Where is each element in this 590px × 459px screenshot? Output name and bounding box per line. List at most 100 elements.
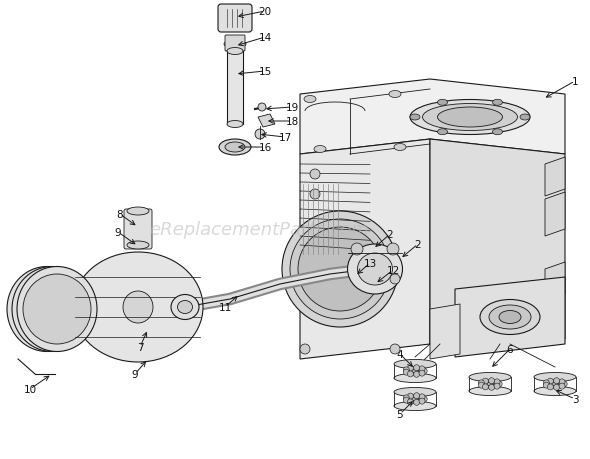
Text: 16: 16 — [258, 143, 271, 153]
Polygon shape — [430, 140, 565, 344]
Text: 12: 12 — [386, 265, 399, 275]
Ellipse shape — [412, 369, 418, 373]
Circle shape — [290, 219, 390, 319]
Ellipse shape — [499, 311, 521, 324]
Text: 5: 5 — [396, 409, 404, 419]
Ellipse shape — [493, 129, 503, 135]
Text: 6: 6 — [507, 344, 513, 354]
Ellipse shape — [17, 267, 97, 352]
Circle shape — [478, 380, 484, 386]
Circle shape — [548, 378, 553, 384]
Circle shape — [414, 399, 419, 405]
Circle shape — [494, 383, 500, 389]
Text: 4: 4 — [396, 349, 404, 359]
Text: 20: 20 — [258, 7, 271, 17]
FancyBboxPatch shape — [225, 36, 245, 52]
Text: 1: 1 — [572, 77, 578, 87]
Circle shape — [408, 365, 414, 371]
Circle shape — [483, 384, 489, 390]
Circle shape — [421, 396, 427, 402]
Ellipse shape — [358, 253, 392, 285]
Ellipse shape — [493, 100, 503, 106]
Ellipse shape — [394, 387, 436, 397]
Circle shape — [543, 380, 549, 386]
Circle shape — [421, 368, 427, 374]
Text: 11: 11 — [218, 302, 232, 312]
Circle shape — [390, 344, 400, 354]
Ellipse shape — [227, 121, 243, 128]
Circle shape — [419, 394, 425, 400]
Circle shape — [255, 130, 265, 140]
Text: 9: 9 — [132, 369, 138, 379]
Text: 13: 13 — [363, 258, 376, 269]
Ellipse shape — [487, 382, 493, 386]
Ellipse shape — [73, 252, 203, 362]
Circle shape — [310, 170, 320, 179]
Ellipse shape — [412, 397, 418, 401]
Ellipse shape — [408, 395, 422, 403]
Text: eReplacementParts.com: eReplacementParts.com — [150, 220, 369, 239]
Circle shape — [408, 371, 414, 377]
Circle shape — [404, 395, 409, 401]
Circle shape — [553, 385, 559, 391]
Ellipse shape — [534, 386, 576, 396]
Circle shape — [496, 381, 502, 387]
Text: 15: 15 — [258, 67, 271, 77]
Ellipse shape — [552, 382, 559, 386]
Circle shape — [478, 382, 484, 388]
Ellipse shape — [12, 267, 92, 352]
Polygon shape — [300, 80, 565, 155]
Polygon shape — [545, 157, 565, 196]
Ellipse shape — [314, 146, 326, 153]
Circle shape — [351, 243, 363, 256]
Polygon shape — [300, 140, 430, 359]
Circle shape — [404, 369, 409, 375]
Circle shape — [483, 378, 489, 384]
Text: 19: 19 — [286, 103, 299, 113]
Ellipse shape — [18, 274, 86, 344]
Polygon shape — [455, 277, 565, 357]
Ellipse shape — [13, 274, 81, 344]
Circle shape — [390, 274, 400, 285]
Circle shape — [548, 384, 553, 390]
Ellipse shape — [178, 301, 192, 314]
FancyBboxPatch shape — [218, 5, 252, 33]
Ellipse shape — [480, 300, 540, 335]
Ellipse shape — [408, 367, 422, 375]
Polygon shape — [258, 115, 275, 128]
Ellipse shape — [389, 91, 401, 98]
Ellipse shape — [438, 100, 447, 106]
Circle shape — [553, 378, 559, 384]
Circle shape — [559, 383, 565, 389]
Ellipse shape — [123, 291, 153, 323]
Circle shape — [300, 344, 310, 354]
Circle shape — [310, 190, 320, 200]
Ellipse shape — [171, 295, 199, 320]
Circle shape — [408, 393, 414, 399]
Circle shape — [419, 370, 425, 376]
Ellipse shape — [225, 143, 245, 153]
Circle shape — [419, 366, 425, 372]
Text: 18: 18 — [286, 117, 299, 127]
Ellipse shape — [394, 144, 406, 151]
Polygon shape — [545, 263, 565, 302]
Ellipse shape — [23, 274, 91, 344]
Circle shape — [408, 399, 414, 405]
Circle shape — [543, 382, 549, 388]
Ellipse shape — [422, 104, 517, 131]
Text: 10: 10 — [24, 384, 37, 394]
Circle shape — [489, 385, 494, 391]
Ellipse shape — [483, 380, 497, 388]
Text: 2: 2 — [415, 240, 421, 249]
Circle shape — [414, 371, 419, 377]
Ellipse shape — [438, 129, 447, 135]
Ellipse shape — [394, 360, 436, 369]
Ellipse shape — [127, 207, 149, 216]
Ellipse shape — [410, 115, 420, 121]
Ellipse shape — [127, 241, 149, 249]
Circle shape — [404, 397, 409, 403]
Text: 2: 2 — [386, 230, 394, 240]
Text: 9: 9 — [114, 228, 122, 237]
Ellipse shape — [469, 386, 511, 396]
Text: 8: 8 — [117, 210, 123, 219]
